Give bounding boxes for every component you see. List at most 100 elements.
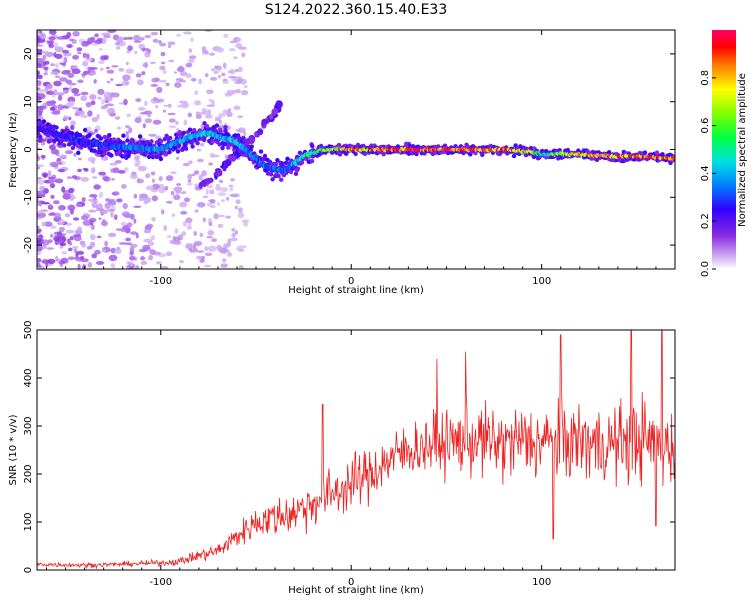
spectrogram-noise-cell <box>37 262 41 267</box>
spectrogram-noise-cell <box>44 60 50 65</box>
snr-x-tick-label: -100 <box>149 577 172 588</box>
spectrogram-noise-cell <box>60 257 69 264</box>
spectrogram-noise-cell <box>162 68 167 75</box>
spectrogram-noise-cell <box>77 168 82 173</box>
spectrogram-noise-cell <box>38 234 43 240</box>
spectrogram-noise-cell <box>160 51 166 57</box>
spectrogram-halo-cell <box>279 177 284 182</box>
spectrogram-noise-cell <box>144 118 153 124</box>
spectrogram-noise-cell <box>37 70 40 76</box>
spectrogram-noise-cell <box>208 52 216 56</box>
spectrogram-noise-cell <box>145 185 154 191</box>
spectrogram-noise-cell <box>63 69 72 73</box>
spectrogram-noise-cell <box>232 89 242 94</box>
snr-x-label: Height of straight line (km) <box>288 585 424 596</box>
spectrogram-noise-cell <box>133 218 137 224</box>
spectrogram-noise-cell <box>161 61 166 65</box>
spectrogram-noise-cell <box>53 42 58 49</box>
spectrogram-halo-cell <box>87 132 92 138</box>
spectrogram-noise-cell <box>37 143 40 146</box>
spectrogram-noise-cell <box>224 154 229 160</box>
spectrogram-noise-cell <box>220 199 225 202</box>
spectrogram-noise-cell <box>45 262 49 268</box>
spectrogram-noise-cell <box>152 38 159 43</box>
spectrogram-noise-cell <box>159 65 166 71</box>
spectrogram-noise-cell <box>227 252 232 257</box>
snr-marks <box>37 330 675 570</box>
spectrogram-halo-cell <box>162 136 167 142</box>
spectrogram-noise-cell <box>37 201 42 206</box>
spectrogram-noise-cell <box>39 33 47 40</box>
spectrogram-noise-cell <box>175 156 180 160</box>
spectrogram-noise-cell <box>146 223 154 228</box>
spectrogram-noise-cell <box>106 80 111 84</box>
spectrogram-halo-cell <box>49 138 54 143</box>
spectrogram-halo-cell <box>242 138 248 143</box>
spectrogram-branch-cell <box>214 172 223 177</box>
spectrogram-noise-cell <box>89 94 97 100</box>
spectrogram-noise-cell <box>48 170 52 176</box>
spectrogram-y-tick-label: -10 <box>23 189 34 205</box>
spectrogram-noise-cell <box>87 37 95 44</box>
spectrogram-noise-cell <box>71 87 80 94</box>
spectrogram-halo-cell <box>232 144 237 150</box>
spectrogram-noise-cell <box>174 82 182 88</box>
spectrogram-noise-cell <box>134 159 141 165</box>
spectrogram-branch-cell <box>222 166 227 172</box>
spectrogram-noise-cell <box>94 33 99 38</box>
spectrogram-noise-cell <box>182 220 188 227</box>
spectrogram-noise-cell <box>114 214 118 221</box>
spectrogram-noise-cell <box>168 125 177 129</box>
spectrogram-noise-cell <box>207 245 217 252</box>
spectrogram-noise-cell <box>37 216 43 220</box>
spectrogram-noise-cell <box>229 68 236 75</box>
spectrogram-halo-cell <box>295 166 301 171</box>
spectrogram-noise-cell <box>106 69 115 74</box>
spectrogram-noise-cell <box>202 217 206 223</box>
spectrogram-noise-cell <box>80 176 90 182</box>
spectrogram-noise-cell <box>139 37 145 41</box>
spectrogram-noise-cell <box>142 62 149 68</box>
spectrogram-noise-cell <box>219 179 224 183</box>
spectrogram-noise-cell <box>140 48 150 51</box>
spectrogram-noise-cell <box>232 193 240 198</box>
spectrogram-noise-cell <box>93 79 97 84</box>
spectrogram-noise-cell <box>205 188 209 195</box>
spectrogram-noise-cell <box>155 261 162 265</box>
spectrogram-noise-cell <box>148 133 157 137</box>
spectrogram-x-ticks: -100 0 100 <box>46 30 676 287</box>
spectrogram-noise-cell <box>48 41 54 48</box>
spectrogram-halo-cell <box>48 123 53 129</box>
spectrogram-noise-cell <box>48 177 56 180</box>
spectrogram-noise-cell <box>153 251 161 256</box>
spectrogram-noise-cell <box>226 196 230 201</box>
spectrogram-noise-cell <box>179 201 188 208</box>
spectrogram-noise-cell <box>206 202 213 207</box>
spectrogram-branch-cell <box>261 121 266 127</box>
spectrogram-noise-cell <box>70 124 75 131</box>
spectrogram-noise-cell <box>129 266 134 269</box>
spectrogram-noise-cell <box>161 209 165 215</box>
spectrogram-noise-cell <box>106 103 115 107</box>
spectrogram-noise-cell <box>51 111 61 115</box>
spectrogram-noise-cell <box>218 119 223 124</box>
spectrogram-branch-cell <box>275 100 283 107</box>
spectrogram-halo-cell <box>137 134 143 139</box>
spectrogram-halo-cell <box>121 133 126 138</box>
spectrogram-noise-cell <box>50 63 55 67</box>
spectrogram-noise-cell <box>125 213 131 218</box>
snr-y-label: SNR (10 * v/v) <box>8 414 19 485</box>
spectrogram-noise-cell <box>168 44 171 49</box>
spectrogram-noise-cell <box>195 255 203 260</box>
spectrogram-noise-cell <box>78 107 83 111</box>
spectrogram-halo-cell <box>606 150 612 155</box>
spectrogram-noise-cell <box>125 61 129 66</box>
spectrogram-noise-cell <box>178 65 184 70</box>
spectrogram-halo-cell <box>336 142 342 148</box>
spectrogram-halo-cell <box>111 137 117 142</box>
spectrogram-noise-cell <box>92 176 98 179</box>
spectrogram-halo-cell <box>41 119 47 124</box>
spectrogram-noise-cell <box>71 175 78 179</box>
spectrogram-noise-cell <box>91 253 97 259</box>
